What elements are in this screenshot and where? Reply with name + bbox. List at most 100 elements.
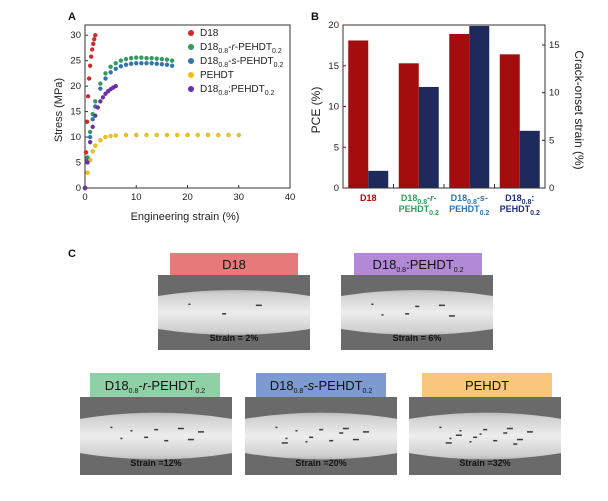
bar xyxy=(469,25,490,188)
a-y-tick-label: 20 xyxy=(70,81,81,92)
data-point xyxy=(144,55,149,61)
crack-mark xyxy=(285,437,288,440)
data-point xyxy=(90,116,95,122)
strain-label: Strain = 2% xyxy=(210,333,259,343)
b-right-tick-label: 0 xyxy=(549,183,554,194)
data-point xyxy=(93,143,98,148)
data-point xyxy=(128,55,134,61)
a-x-tick-label: 20 xyxy=(182,192,193,203)
crack-mark xyxy=(339,432,344,434)
crack-mark xyxy=(154,428,159,431)
b-category-label: D180.8-r- xyxy=(401,193,437,206)
data-point xyxy=(90,149,95,154)
data-point xyxy=(159,56,165,62)
b-ylabel-left: PCE (%) xyxy=(309,87,323,134)
legend-label: D180.8-s-PEHDT0.2 xyxy=(200,56,284,69)
data-point xyxy=(185,132,190,138)
crack-mark xyxy=(526,431,533,433)
panel-label-b: B xyxy=(311,11,319,23)
film-title: PEHDT xyxy=(465,378,509,393)
film-grip-bottom xyxy=(80,453,232,475)
a-y-tick-label: 0 xyxy=(76,183,81,194)
legend-label: PEHDT xyxy=(200,70,234,81)
crack-mark xyxy=(255,304,262,307)
crack-mark xyxy=(222,313,227,315)
film-grip-bottom xyxy=(245,453,397,475)
film-header xyxy=(354,253,482,275)
legend-label: D180.8-r-PEHDT0.2 xyxy=(200,42,282,55)
stress-strain-plot: 0 10 20 30 40 0 5 10 15 20 25 30 xyxy=(70,24,296,203)
crack-mark xyxy=(281,442,288,444)
b-ylabel-right: Crack-onset strain (%) xyxy=(572,50,586,169)
data-point xyxy=(174,132,180,138)
data-point xyxy=(128,61,134,66)
crack-mark xyxy=(493,439,498,442)
legend-marker xyxy=(188,72,194,78)
crack-mark xyxy=(342,427,349,430)
b-right-tick-label: 15 xyxy=(549,40,560,51)
film-card: PEHDT Strain =32% xyxy=(409,373,561,475)
crack-mark xyxy=(187,438,194,441)
data-point xyxy=(87,129,93,135)
b-left-tick-label: 5 xyxy=(334,142,339,153)
a-x-tick-label: 0 xyxy=(82,192,87,203)
panel-label-a: A xyxy=(68,11,76,23)
crack-mark xyxy=(352,438,359,441)
film-card: D18 Strain = 2% xyxy=(158,253,310,350)
crack-mark xyxy=(438,304,445,307)
data-point xyxy=(87,139,93,145)
crack-mark xyxy=(329,439,334,442)
b-left-tick-label: 15 xyxy=(328,61,339,72)
data-point xyxy=(108,70,113,75)
a-x-tick-label: 40 xyxy=(285,192,296,203)
data-point xyxy=(154,61,159,66)
a-x-tick-label: 10 xyxy=(131,192,142,203)
data-point xyxy=(144,60,149,66)
crack-mark xyxy=(305,441,308,443)
data-point xyxy=(118,64,124,69)
data-point xyxy=(164,132,170,138)
crack-mark xyxy=(319,428,324,431)
data-point xyxy=(93,99,98,104)
data-point xyxy=(90,124,95,130)
data-point xyxy=(149,55,154,61)
b-category-label-line2: PEHDT0.2 xyxy=(449,204,489,217)
data-point xyxy=(98,86,103,91)
strain-label: Strain =12% xyxy=(130,458,181,468)
data-point xyxy=(164,62,170,67)
crack-mark xyxy=(459,430,462,432)
data-point xyxy=(86,76,92,81)
a-y-tick-label: 5 xyxy=(76,158,81,169)
film-header xyxy=(90,373,220,397)
data-point xyxy=(83,150,89,155)
bar xyxy=(418,86,439,188)
b-category-label-line2: PEHDT0.2 xyxy=(399,204,439,217)
film-grip-top xyxy=(158,275,310,296)
legend-label: D180.8:PEHDT0.2 xyxy=(200,84,275,97)
bar xyxy=(348,40,369,188)
data-point xyxy=(226,132,231,138)
data-point xyxy=(144,132,149,138)
data-point xyxy=(195,132,200,138)
data-point xyxy=(215,132,221,138)
legend-marker xyxy=(188,58,194,64)
data-point xyxy=(98,137,103,143)
strain-label: Strain = 6% xyxy=(393,333,442,343)
crack-mark xyxy=(188,303,191,305)
crack-mark xyxy=(120,437,123,440)
film-grip-top xyxy=(245,397,397,419)
film-card: D180.8-r-PEHDT0.2 Strain =12% xyxy=(80,373,232,475)
data-point xyxy=(149,60,154,66)
film-grip-bottom xyxy=(158,329,310,350)
bar-series xyxy=(348,33,520,189)
data-point xyxy=(169,58,175,63)
strain-label: Strain =32% xyxy=(459,458,510,468)
crack-mark xyxy=(177,427,184,430)
panel-c: C D18 Strain = 2% D180.8:PEHDT0.2 Strain = … xyxy=(68,248,561,475)
b-category-label: D18 xyxy=(360,193,377,203)
legend-label: D18 xyxy=(200,28,219,39)
data-point xyxy=(113,133,119,138)
